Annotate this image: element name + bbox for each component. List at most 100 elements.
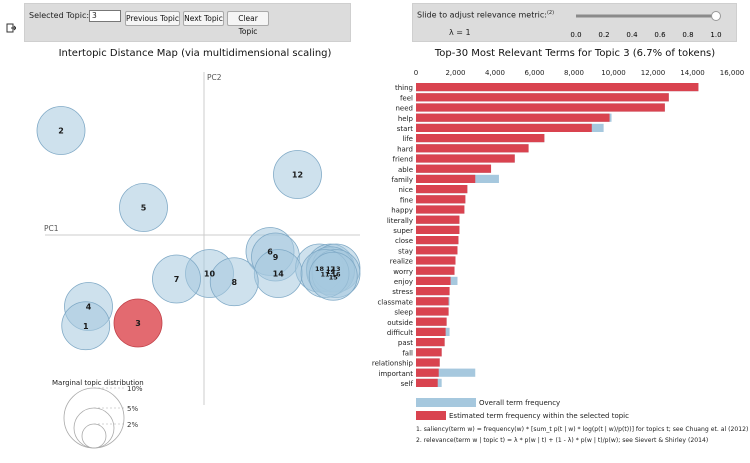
topic-circle-12[interactable] — [273, 150, 322, 199]
topic-circle-3[interactable] — [113, 298, 163, 348]
term-label-able: able — [398, 166, 413, 174]
term-label-worry: worry — [393, 268, 413, 276]
topic-circle-8[interactable] — [209, 257, 259, 307]
term-label-outside: outside — [387, 319, 413, 327]
bar-estimated-important — [416, 368, 439, 377]
overall-legend-swatch — [416, 398, 476, 407]
bar-estimated-fine — [416, 195, 466, 204]
previous-topic-button[interactable]: Previous Topic — [125, 11, 180, 26]
slider-tick-label: 0.6 — [654, 31, 666, 39]
lambda-value-text: λ = 1 — [449, 28, 471, 37]
bar-estimated-worry — [416, 266, 455, 275]
term-label-life: life — [402, 135, 413, 143]
bar-estimated-family — [416, 174, 476, 183]
bar-estimated-literally — [416, 215, 460, 224]
term-label-sleep: sleep — [394, 309, 413, 317]
x-tick-label: 8,000 — [564, 69, 584, 77]
topic-circle-5[interactable] — [119, 183, 168, 232]
term-label-help: help — [398, 115, 414, 123]
bar-estimated-past — [416, 338, 445, 347]
overall-legend-label: Overall term frequency — [479, 399, 561, 407]
x-tick-label: 2,000 — [445, 69, 465, 77]
bar-estimated-fall — [416, 348, 442, 357]
slider-label: Slide to adjust relevance metric:(2) — [417, 10, 555, 20]
next-topic-button[interactable]: Next Topic — [183, 11, 224, 26]
term-label-super: super — [393, 227, 413, 235]
topic-circle-2[interactable] — [36, 106, 86, 155]
term-label-thing: thing — [395, 84, 413, 92]
bar-estimated-start — [416, 123, 592, 132]
bar-estimated-super — [416, 225, 460, 234]
marginal-legend-circle — [63, 387, 125, 449]
bar-estimated-realize — [416, 256, 456, 265]
bar-estimated-friend — [416, 154, 515, 163]
term-label-hard: hard — [397, 145, 413, 153]
slider-tick-label: 1.0 — [710, 31, 721, 39]
term-label-feel: feel — [400, 94, 413, 102]
bar-estimated-enjoy — [416, 276, 451, 285]
clear-topic-button[interactable]: Clear Topic — [227, 11, 269, 36]
selected-topic-input[interactable]: 3 — [89, 10, 121, 22]
topic-label-1: 1 — [83, 322, 89, 331]
term-label-nice: nice — [398, 186, 413, 194]
topic-label-18: 18 — [315, 265, 325, 273]
term-label-fall: fall — [402, 349, 413, 357]
estimated-legend-label: Estimated term frequency within the sele… — [449, 412, 629, 420]
bar-estimated-stay — [416, 246, 458, 255]
bar-estimated-able — [416, 164, 492, 173]
bar-estimated-self — [416, 378, 438, 387]
bar-estimated-life — [416, 134, 545, 143]
topic-circle-7[interactable] — [152, 254, 201, 304]
selected-topic-label: Selected Topic: — [29, 11, 90, 20]
export-icon[interactable] — [6, 18, 17, 33]
x-tick-label: 6,000 — [524, 69, 544, 77]
topic-label-3: 3 — [135, 319, 141, 328]
topic-label-7: 7 — [174, 275, 180, 284]
marginal-legend-label: 2% — [127, 421, 138, 429]
relevance-slider[interactable]: 0.0 0.2 0.4 0.6 0.8 1.0 — [568, 8, 728, 40]
slider-tick-label: 0.8 — [682, 31, 693, 39]
topic-control-panel: Selected Topic: 3 Previous Topic Next To… — [24, 3, 351, 42]
bar-estimated-happy — [416, 205, 465, 214]
x-tick-label: 16,000 — [720, 69, 745, 77]
x-tick-label: 0 — [414, 69, 418, 77]
term-label-happy: happy — [391, 207, 413, 215]
bar-estimated-nice — [416, 185, 468, 194]
topic-label-6: 6 — [267, 248, 273, 257]
term-bar-chart: 0 2,000 4,000 6,000 8,000 10,000 12,000 14,000 1… — [372, 69, 745, 388]
term-label-important: important — [378, 370, 413, 378]
bar-estimated-outside — [416, 317, 447, 326]
marginal-legend-title: Marginal topic distribution — [52, 379, 144, 387]
topic-label-17: 17 — [326, 265, 335, 273]
relevance-footnote: 2. relevance(term w | topic t) = λ * p(w… — [416, 437, 709, 444]
topic-circle-1[interactable] — [61, 301, 111, 351]
estimated-legend-swatch — [416, 411, 446, 420]
topic-label-8: 8 — [231, 278, 237, 287]
topic-label-14: 14 — [273, 270, 285, 279]
term-label-realize: realize — [390, 258, 413, 266]
right-chart-title: Top-30 Most Relevant Terms for Topic 3 (… — [434, 48, 716, 59]
bar-estimated-difficult — [416, 327, 446, 336]
term-label-need: need — [396, 105, 414, 113]
topic-label-2: 2 — [58, 127, 64, 136]
topic-label-13: 13 — [331, 265, 340, 273]
topic-label-19: 19 — [326, 268, 336, 276]
topic-circle-15[interactable] — [308, 251, 358, 301]
term-label-self: self — [401, 380, 414, 388]
x-tick-label: 4,000 — [485, 69, 505, 77]
bar-estimated-hard — [416, 144, 529, 153]
term-label-relationship: relationship — [372, 360, 414, 368]
marginal-legend-circle — [73, 407, 115, 449]
bar-estimated-help — [416, 113, 610, 122]
x-tick-label: 12,000 — [641, 69, 666, 77]
slider-handle — [711, 11, 721, 21]
bar-estimated-sleep — [416, 307, 449, 316]
topic-label-10: 10 — [204, 270, 216, 279]
term-label-stay: stay — [398, 247, 413, 255]
term-label-classmate: classmate — [377, 298, 413, 306]
term-label-enjoy: enjoy — [394, 278, 413, 286]
term-label-difficult: difficult — [387, 329, 413, 337]
term-label-past: past — [398, 339, 413, 347]
slider-tick-label: 0.0 — [570, 31, 581, 39]
